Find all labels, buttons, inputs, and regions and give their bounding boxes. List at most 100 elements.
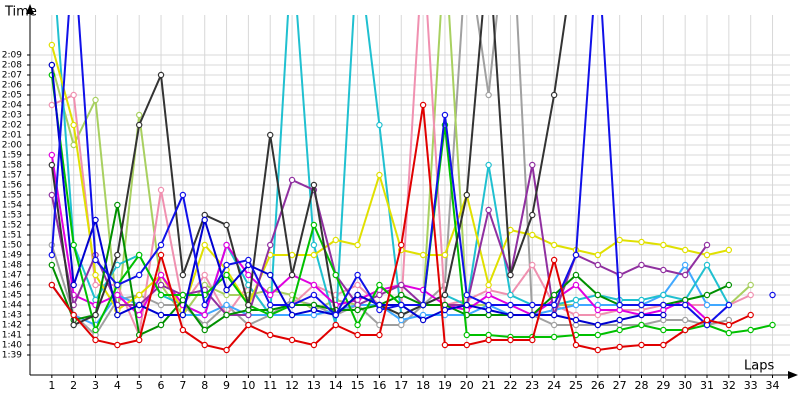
- x-tick-label: 27: [613, 379, 627, 392]
- y-tick-label: 1:40: [2, 341, 22, 351]
- point: [48, 61, 56, 69]
- point: [48, 161, 56, 169]
- point: [376, 281, 383, 289]
- point: [572, 251, 580, 259]
- x-tick-label: 11: [263, 379, 277, 392]
- point: [114, 261, 121, 269]
- point: [332, 311, 339, 319]
- y-tick-label: 1:42: [2, 321, 22, 331]
- point: [267, 271, 274, 279]
- point: [157, 291, 165, 299]
- point: [201, 241, 208, 249]
- point: [332, 271, 339, 279]
- y-tick-label: 1:44: [2, 301, 22, 311]
- point: [92, 336, 99, 344]
- point: [201, 341, 208, 349]
- point: [594, 291, 602, 299]
- point: [419, 301, 427, 309]
- y-tick-label: 1:39: [2, 351, 22, 361]
- point: [594, 346, 602, 354]
- point: [594, 331, 602, 339]
- point: [354, 291, 361, 299]
- point: [135, 291, 143, 299]
- point: [179, 291, 187, 299]
- point: [703, 261, 711, 269]
- y-tick-label: 1:59: [2, 151, 22, 161]
- y-tick-label: 1:53: [2, 211, 22, 221]
- y-tick-label: 2:01: [2, 131, 22, 141]
- point: [223, 311, 230, 319]
- point: [70, 121, 77, 129]
- y-tick-label: 1:47: [2, 271, 22, 281]
- point: [201, 301, 208, 309]
- point: [463, 291, 470, 299]
- point: [92, 271, 99, 279]
- point: [747, 311, 754, 319]
- point: [529, 161, 536, 169]
- point: [485, 91, 492, 99]
- point: [157, 241, 165, 249]
- point: [267, 331, 274, 339]
- point: [703, 291, 711, 299]
- point: [507, 226, 514, 234]
- x-tick-label: 15: [351, 379, 365, 392]
- x-axis-arrow: [788, 371, 798, 379]
- point: [70, 311, 77, 319]
- point: [267, 241, 274, 249]
- point: [48, 281, 56, 289]
- point: [288, 176, 296, 184]
- point: [223, 286, 230, 294]
- point: [135, 271, 143, 279]
- tick-labels: 1:391:401:411:421:431:441:451:461:471:48…: [2, 51, 780, 393]
- point: [529, 211, 536, 219]
- point: [310, 341, 318, 349]
- x-tick-label: 18: [416, 379, 430, 392]
- point: [157, 301, 165, 309]
- point: [485, 301, 492, 309]
- point: [376, 171, 383, 179]
- y-tick-label: 1:51: [2, 231, 22, 241]
- point: [376, 331, 383, 339]
- point: [529, 261, 536, 269]
- point: [681, 271, 689, 279]
- y-tick-label: 2:02: [2, 121, 22, 131]
- point: [398, 311, 405, 319]
- point: [660, 241, 667, 249]
- y-tick-label: 2:08: [2, 61, 22, 71]
- x-tick-label: 7: [179, 379, 186, 392]
- x-tick-label: 10: [241, 379, 255, 392]
- point: [616, 326, 623, 334]
- y-tick-label: 2:07: [2, 71, 22, 81]
- point: [681, 261, 689, 269]
- y-tick-label: 1:54: [2, 201, 22, 211]
- point: [48, 191, 56, 199]
- point: [354, 241, 361, 249]
- point: [135, 121, 143, 129]
- point: [419, 316, 427, 324]
- point: [550, 91, 558, 99]
- series-line: [50, 204, 730, 337]
- x-tick-label: 8: [201, 379, 208, 392]
- point: [135, 311, 143, 319]
- point: [157, 251, 165, 259]
- point: [310, 281, 318, 289]
- point: [638, 301, 645, 309]
- x-tick-label: 17: [394, 379, 408, 392]
- point: [398, 291, 405, 299]
- point: [157, 281, 165, 289]
- point: [616, 316, 623, 324]
- point: [310, 241, 318, 249]
- point: [507, 311, 514, 319]
- y-tick-label: 1:48: [2, 261, 22, 271]
- point: [267, 311, 274, 319]
- point: [660, 341, 667, 349]
- point: [594, 306, 602, 314]
- point: [485, 206, 492, 214]
- y-tick-label: 1:43: [2, 311, 22, 321]
- x-tick-label: 31: [700, 379, 714, 392]
- x-tick-label: 23: [525, 379, 539, 392]
- point: [660, 301, 667, 309]
- x-tick-label: 3: [92, 379, 99, 392]
- x-tick-label: 22: [503, 379, 517, 392]
